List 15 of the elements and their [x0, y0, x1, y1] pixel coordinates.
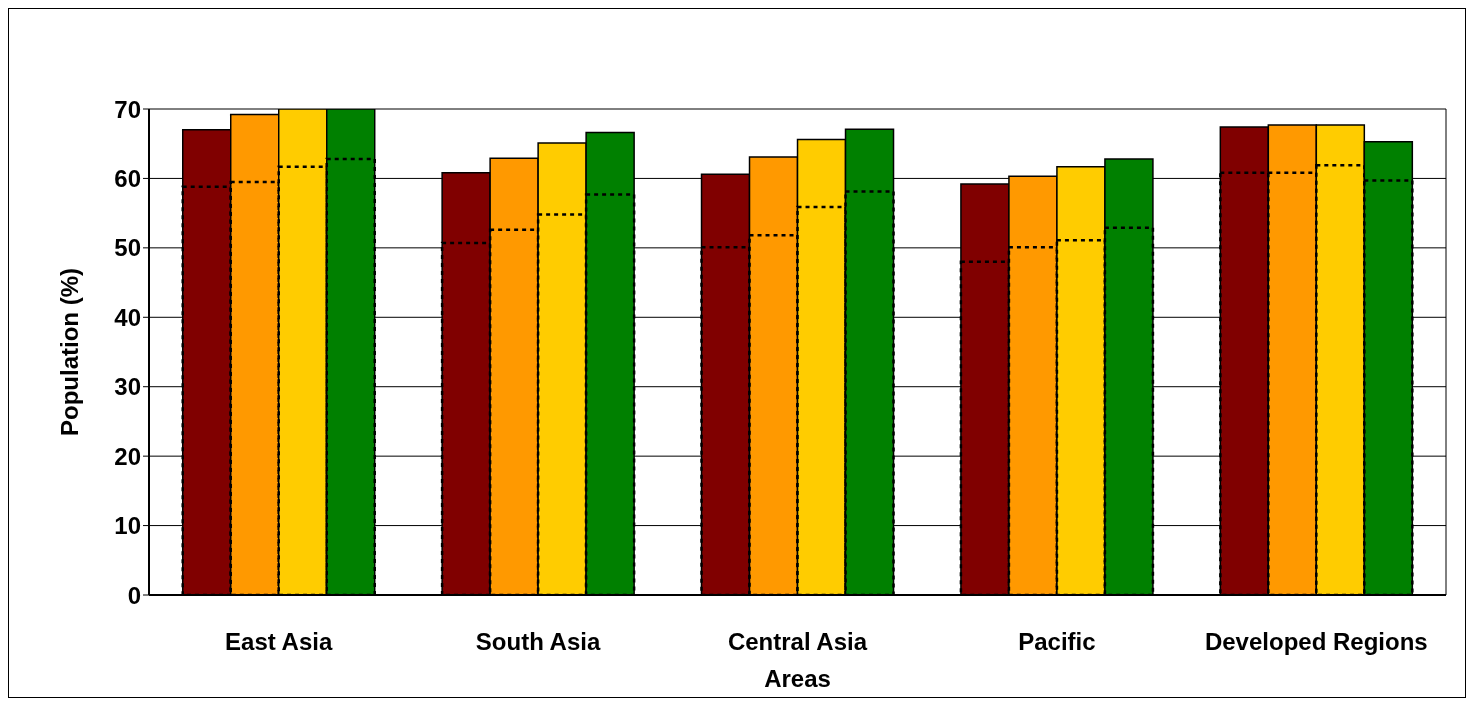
- x-tick-label: South Asia: [475, 628, 601, 656]
- x-tick-label: Central Asia: [727, 628, 868, 656]
- x-tick-label: East Asia: [225, 628, 333, 656]
- y-tick-label: 0: [127, 581, 141, 609]
- y-tick-label: 60: [114, 164, 141, 192]
- y-tick-label: 70: [114, 95, 141, 123]
- x-tick-label: Developed Regions: [1204, 628, 1428, 656]
- y-tick-label: 20: [114, 442, 141, 470]
- x-tick-label: Pacific: [1018, 628, 1096, 656]
- y-tick-label: 40: [114, 303, 141, 331]
- y-tick-label: 50: [114, 234, 141, 262]
- y-tick-label: 30: [114, 373, 141, 401]
- y-axis-title: Population (%): [55, 268, 83, 436]
- x-axis-title: Areas: [764, 665, 831, 692]
- y-tick-label: 10: [114, 512, 141, 540]
